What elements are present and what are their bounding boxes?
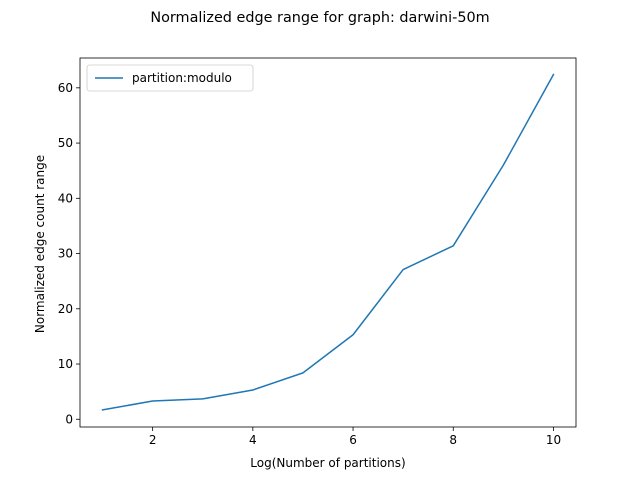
y-tick-label: 40 [58,191,73,205]
x-tick-label: 8 [449,433,457,447]
y-axis-label: Normalized edge count range [33,155,47,333]
y-tick-label: 0 [65,412,73,426]
y-tick-label: 10 [58,357,73,371]
x-tick-label: 10 [546,433,561,447]
legend-label: partition:modulo [132,71,232,85]
x-tick-label: 4 [249,433,257,447]
x-axis-label: Log(Number of partitions) [250,456,405,470]
x-tick-label: 6 [349,433,357,447]
x-tick-label: 2 [149,433,157,447]
y-tick-label: 60 [58,81,73,95]
y-tick-label: 50 [58,136,73,150]
legend: partition:modulo [87,65,253,91]
y-tick-label: 20 [58,302,73,316]
chart-title: Normalized edge range for graph: darwini… [150,10,489,26]
y-tick-label: 30 [58,247,73,261]
